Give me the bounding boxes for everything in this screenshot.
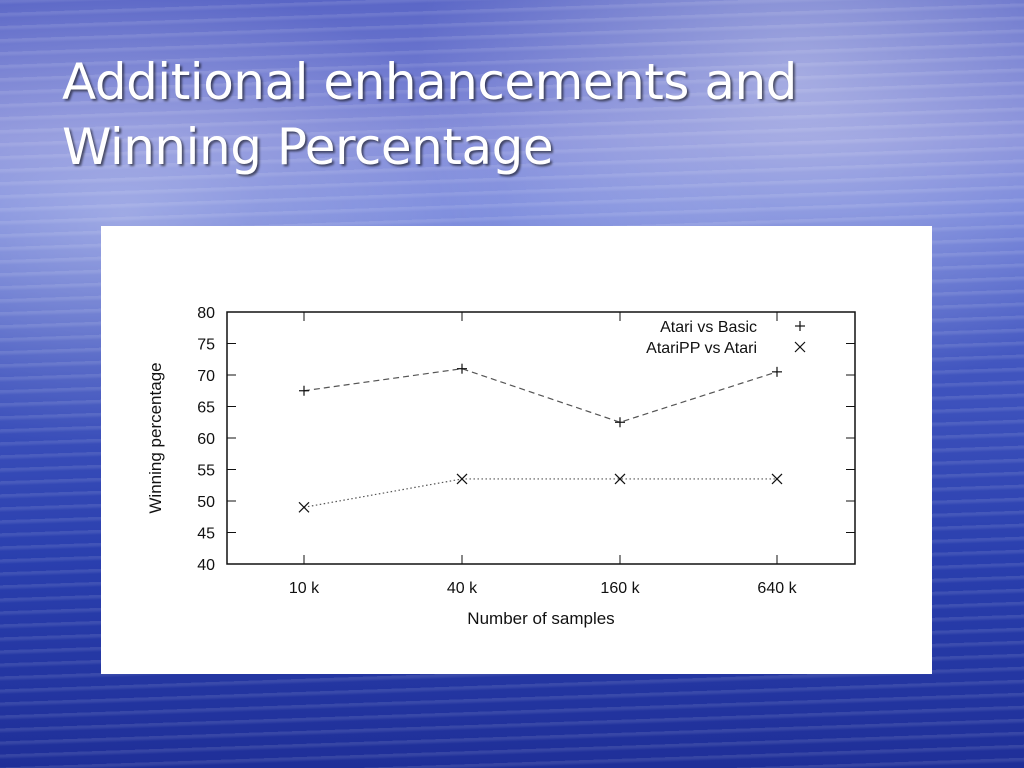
data-point-series-2-2 xyxy=(456,473,468,485)
x-tick-label: 640 k xyxy=(757,580,797,597)
y-tick-label: 50 xyxy=(197,494,215,511)
y-tick-label: 70 xyxy=(197,368,215,385)
series-line-1 xyxy=(303,368,778,423)
y-tick-label: 55 xyxy=(197,463,215,480)
x-tick-label: 10 k xyxy=(289,580,320,597)
plot-frame xyxy=(226,311,856,565)
data-point-series-2-4 xyxy=(771,473,783,485)
y-tick-label: 65 xyxy=(197,400,215,417)
y-tick-label: 60 xyxy=(197,431,215,448)
legend-label-2: AtariPP vs Atari xyxy=(646,340,757,357)
x-axis-label: Number of samples xyxy=(467,609,614,628)
y-tick-label: 80 xyxy=(197,305,215,322)
slide-title-line-2: Winning Percentage xyxy=(62,118,554,176)
data-point-series-2-1 xyxy=(298,501,310,513)
y-axis-label: Winning percentage xyxy=(146,362,165,513)
slide-title: Additional enhancements and Winning Perc… xyxy=(62,50,962,180)
x-tick-label: 160 k xyxy=(600,580,640,597)
slide-title-line-1: Additional enhancements and xyxy=(62,53,797,111)
data-point-series-2-3 xyxy=(614,473,626,485)
winning-percentage-chart: 40 45 50 55 60 65 70 75 80 10 k 40 k 160 k 640 k Numb… xyxy=(146,305,856,628)
y-tick-label: 45 xyxy=(197,526,215,543)
legend-label-1: Atari vs Basic xyxy=(660,319,757,336)
chart-panel: 40 45 50 55 60 65 70 75 80 10 k 40 k 160 k 640 k Numb… xyxy=(101,226,932,674)
legend-marker-2 xyxy=(794,341,806,353)
series-line-2 xyxy=(303,478,777,508)
y-tick-label: 75 xyxy=(197,337,215,354)
x-tick-label: 40 k xyxy=(447,580,478,597)
y-tick-label: 40 xyxy=(197,557,215,574)
